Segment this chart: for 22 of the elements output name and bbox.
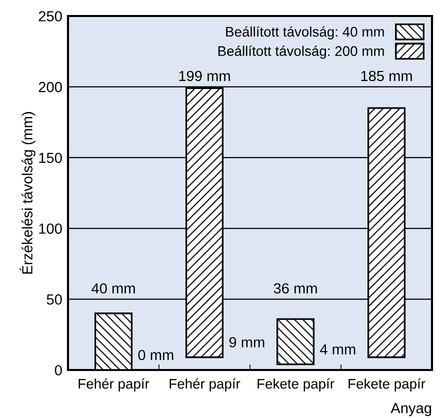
annotation: 36 mm xyxy=(274,283,317,294)
annotation: 40 mm xyxy=(92,283,135,294)
y-tick-label: 150 xyxy=(39,152,62,164)
bar xyxy=(276,318,315,366)
y-tick-label: 50 xyxy=(46,294,62,305)
y-axis-title: Érzékelési távolság (mm) xyxy=(20,112,36,274)
annotation: 9 mm xyxy=(229,337,264,348)
legend-label: Beállított távolság: 40 mm xyxy=(226,26,384,40)
annotation: 185 mm xyxy=(361,70,412,82)
annotation: 0 mm xyxy=(138,350,174,360)
x-axis-title: Anyag xyxy=(390,403,432,416)
annotation: 199 mm xyxy=(179,70,230,82)
x-tick-label: Fehér papír xyxy=(170,378,240,392)
y-tick-label: 250 xyxy=(38,11,62,22)
y-tick-label: 100 xyxy=(39,224,62,234)
x-tick-label: Fekete papír xyxy=(258,378,334,392)
x-tick-label: Fekete papír xyxy=(348,378,426,392)
y-tick-label: 200 xyxy=(38,82,62,92)
x-tick-label: Fehér papír xyxy=(78,378,150,392)
y-tick-label: 0 xyxy=(54,365,62,376)
annotation: 4 mm xyxy=(320,344,356,354)
legend-label: Beállított távolság: 200 mm xyxy=(218,46,384,59)
